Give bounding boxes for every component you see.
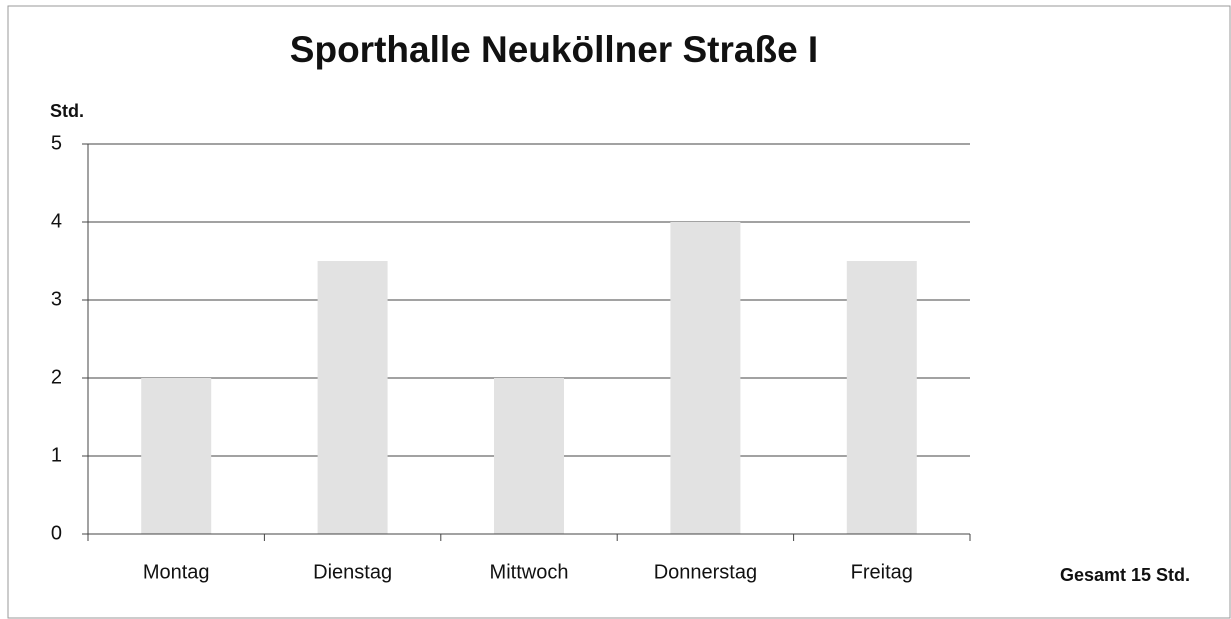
y-tick-label: 5 bbox=[51, 132, 62, 154]
x-tick-label: Montag bbox=[143, 561, 210, 583]
y-tick-label: 0 bbox=[51, 522, 62, 544]
y-tick-label: 1 bbox=[51, 444, 62, 466]
bar bbox=[494, 378, 564, 534]
bar bbox=[670, 222, 741, 534]
chart-title: Sporthalle Neuköllner Straße I bbox=[290, 29, 818, 70]
y-tick-label: 4 bbox=[51, 210, 62, 232]
bar bbox=[317, 261, 388, 534]
y-tick-label: 3 bbox=[51, 288, 62, 310]
x-tick-label: Freitag bbox=[851, 561, 913, 583]
x-tick-label: Donnerstag bbox=[654, 561, 757, 583]
chart-border bbox=[7, 5, 1231, 619]
annotation: Gesamt 15 Std. bbox=[1060, 565, 1190, 585]
x-tick-label: Dienstag bbox=[313, 561, 392, 583]
y-tick-label: 2 bbox=[51, 366, 62, 388]
y-axis-label: Std. bbox=[50, 101, 84, 121]
x-tick-label: Mittwoch bbox=[490, 561, 569, 583]
bar bbox=[141, 378, 212, 534]
bar bbox=[846, 261, 917, 534]
